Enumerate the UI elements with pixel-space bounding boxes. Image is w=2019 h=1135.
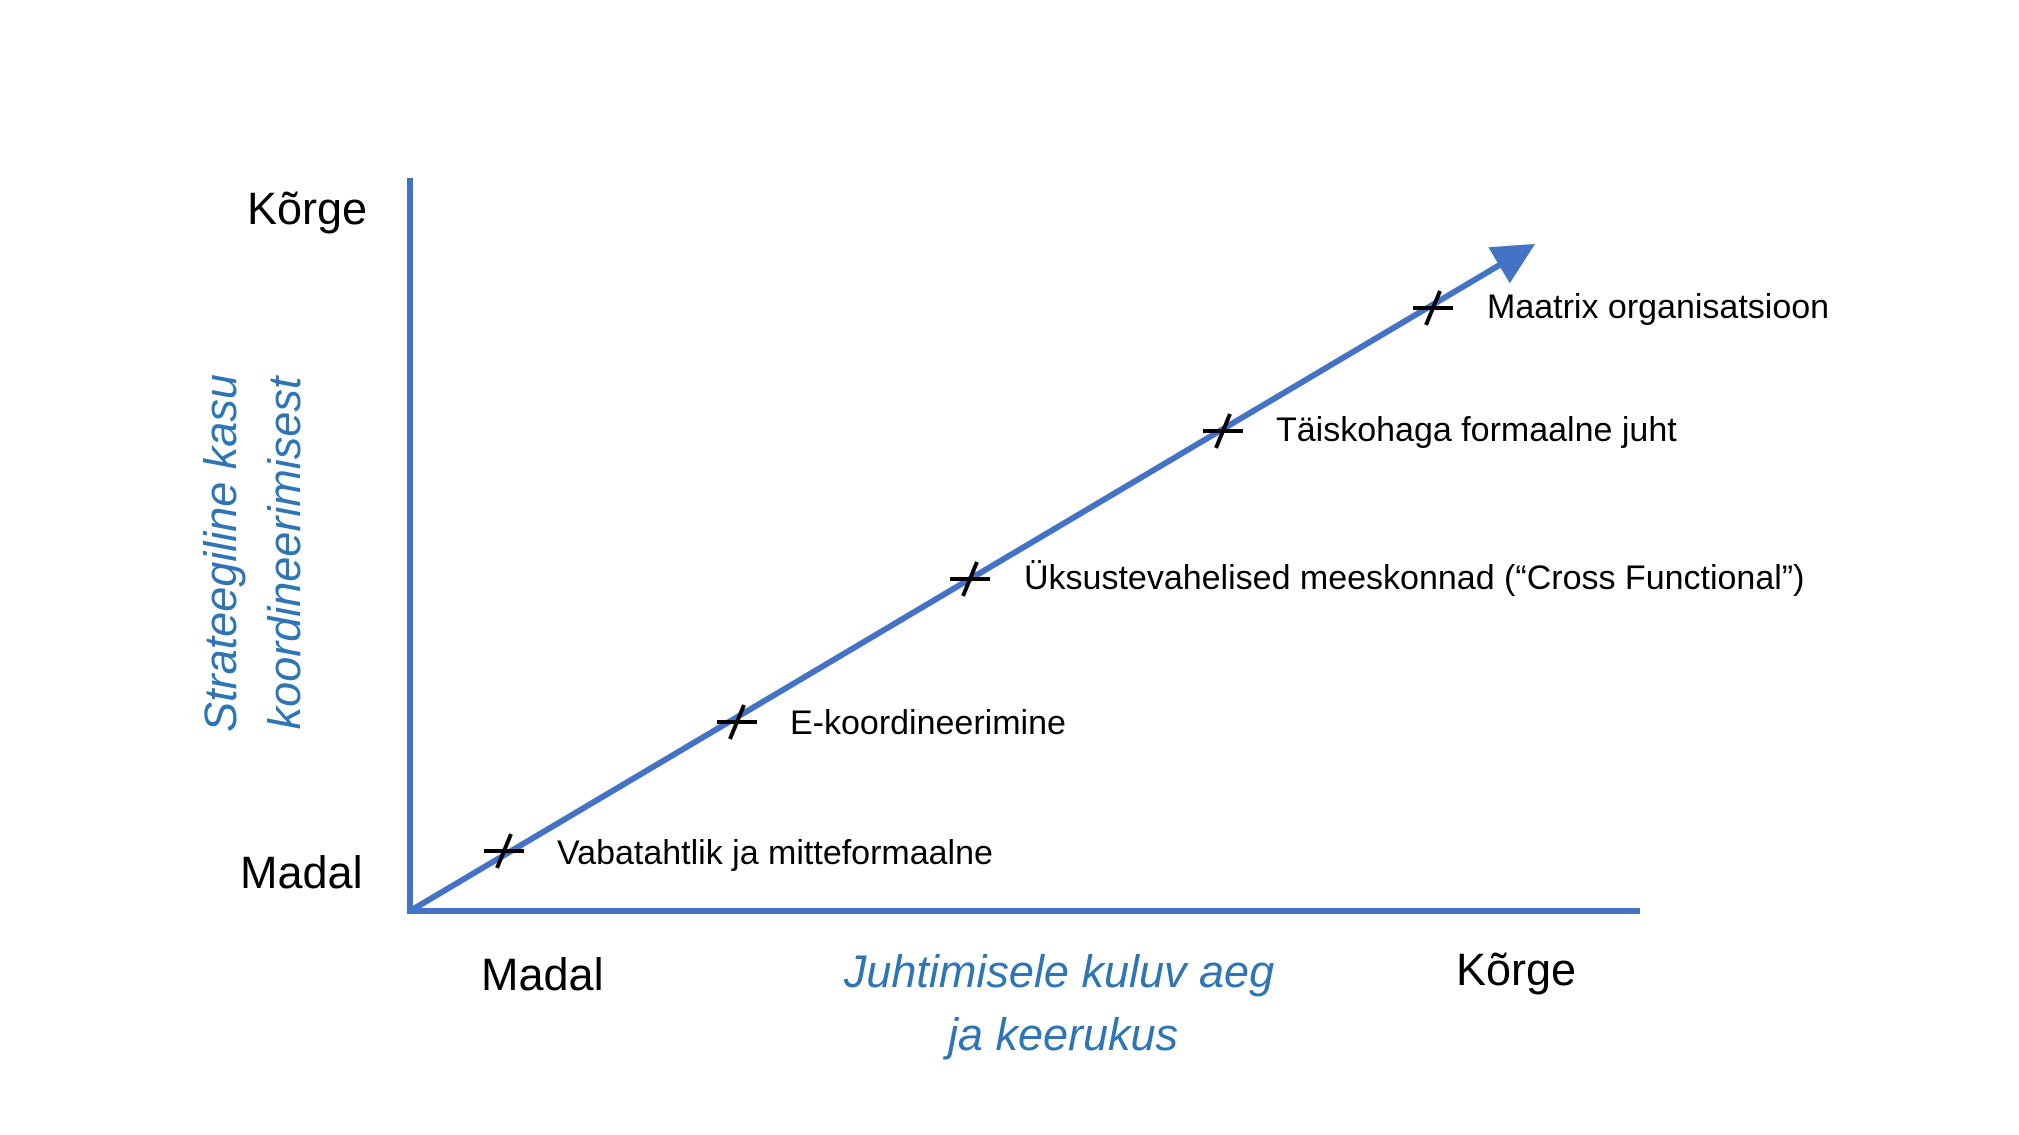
x-axis-title-line1: Juhtimisele kuluv aeg: [843, 946, 1274, 997]
point-marker-3: [950, 561, 990, 597]
y-axis-title-line2: koordineerimisest: [259, 374, 310, 729]
y-axis-low-label: Madal: [240, 847, 363, 898]
point-marker-5: [1413, 290, 1453, 326]
y-axis-title-line1: Strateegiline kasu: [195, 374, 246, 732]
point-label-3: Üksustevahelised meeskonnad (“Cross Func…: [1024, 559, 1804, 597]
point-marker-1: [484, 833, 524, 869]
point-marker-4: [1203, 413, 1243, 449]
y-axis-high-label: Kõrge: [247, 183, 367, 234]
x-axis-low-label: Madal: [481, 949, 604, 1000]
point-label-2: E-koordineerimine: [790, 704, 1066, 742]
point-label-4: Täiskohaga formaalne juht: [1276, 411, 1677, 449]
x-axis-title-line2: ja keerukus: [942, 1009, 1178, 1060]
x-axis-high-label: Kõrge: [1456, 944, 1576, 995]
point-marker-2: [717, 704, 757, 740]
point-label-5: Maatrix organisatsioon: [1487, 288, 1829, 326]
point-label-1: Vabatahtlik ja mitteformaalne: [557, 834, 993, 872]
